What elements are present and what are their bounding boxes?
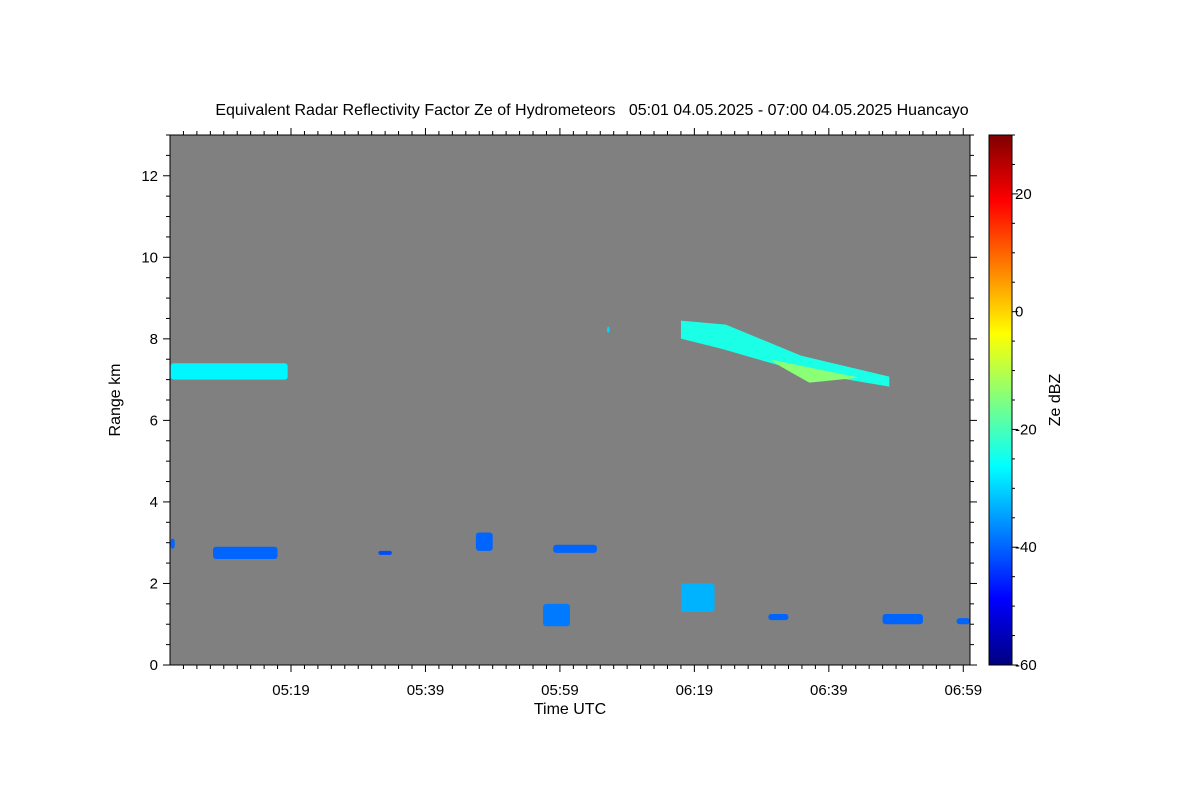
echo-low-echo-3 xyxy=(378,550,392,555)
colorbar xyxy=(988,134,1013,666)
echo-isolated-echo xyxy=(606,326,610,333)
x-tick-label: 05:39 xyxy=(407,682,445,699)
x-axis-label: Time UTC xyxy=(534,701,606,718)
echo-low-echo-6 xyxy=(543,603,570,627)
echo-low-echo-7 xyxy=(680,583,715,612)
colorbar-label: Ze dBZ xyxy=(1047,374,1064,427)
x-tick-label: 05:59 xyxy=(541,682,579,699)
echo-low-echo-4 xyxy=(475,532,493,551)
colorbar-axis: -60 -40 -20 0 20 xyxy=(1012,134,1037,674)
y-axis: 0 2 4 6 8 10 12 xyxy=(141,134,977,674)
colorbar-tick-label: -60 xyxy=(1015,657,1037,674)
y-tick-label: 12 xyxy=(141,168,158,185)
x-axis: 05:19 05:39 05:59 06:19 06:39 06:59 xyxy=(182,128,983,699)
echo-low-echo-9 xyxy=(882,614,923,625)
echo-low-echo-8 xyxy=(768,614,789,621)
echo-cirrus-fallstreak-core xyxy=(770,359,860,383)
colorbar-tick-label: 20 xyxy=(1015,186,1032,203)
colorbar-tick-label: -40 xyxy=(1015,539,1037,556)
plot-area xyxy=(170,135,970,665)
echo-low-echo-10 xyxy=(956,618,970,625)
x-tick-label: 05:19 xyxy=(272,682,310,699)
echo-low-echo-2 xyxy=(213,546,278,559)
y-tick-label: 2 xyxy=(150,575,158,592)
echo-low-echo-1 xyxy=(170,538,175,549)
x-tick-label: 06:39 xyxy=(810,682,848,699)
y-tick-label: 6 xyxy=(150,412,158,429)
colorbar-tick-label: 0 xyxy=(1015,304,1023,321)
y-axis-label: Range km xyxy=(107,364,124,437)
echo-low-echo-5 xyxy=(553,544,597,553)
x-tick-label: 06:59 xyxy=(945,682,983,699)
echo-cirrus-layer-early xyxy=(170,363,288,380)
colorbar-tick-label: -20 xyxy=(1015,421,1037,438)
y-tick-label: 10 xyxy=(141,249,158,266)
echo-cirrus-fallstreak xyxy=(680,320,890,387)
y-tick-label: 8 xyxy=(150,331,158,348)
chart-title: Equivalent Radar Reflectivity Factor Ze … xyxy=(215,102,968,119)
y-tick-label: 4 xyxy=(150,494,158,511)
x-tick-label: 06:19 xyxy=(676,682,714,699)
y-tick-label: 0 xyxy=(150,657,158,674)
echo-layer xyxy=(170,320,970,627)
